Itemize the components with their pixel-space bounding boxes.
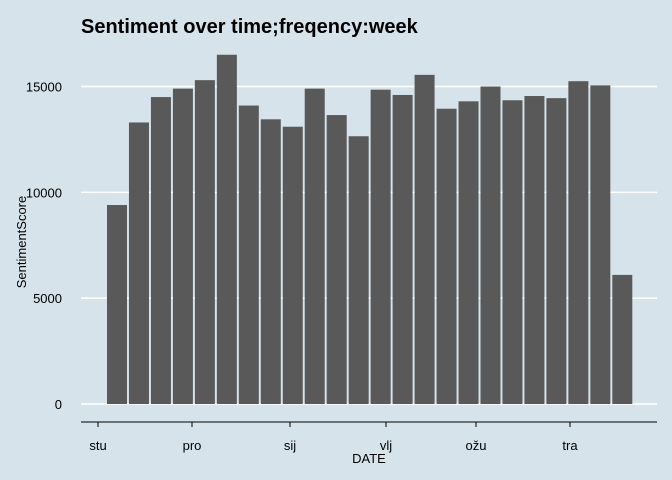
bar-10 xyxy=(326,115,347,404)
y-tick-label-1: 5000 xyxy=(33,291,62,306)
bar-9 xyxy=(304,88,325,405)
bar-17 xyxy=(480,86,501,404)
bars xyxy=(107,54,633,405)
x-tick-label-4: ožu xyxy=(466,438,487,453)
bar-1 xyxy=(128,122,149,404)
bar-22 xyxy=(590,85,611,404)
x-tick-label-0: stu xyxy=(89,438,106,453)
bar-0 xyxy=(107,205,127,404)
bar-2 xyxy=(150,97,171,404)
bar-20 xyxy=(546,98,567,404)
bar-6 xyxy=(238,105,259,405)
bar-15 xyxy=(436,108,457,404)
bar-5 xyxy=(216,54,237,404)
bar-14 xyxy=(414,74,435,405)
bar-23 xyxy=(612,274,633,404)
bar-8 xyxy=(282,126,303,404)
bar-16 xyxy=(458,101,479,404)
bar-13 xyxy=(392,94,413,404)
y-axis-title: SentimentScore xyxy=(14,196,29,289)
bar-12 xyxy=(370,89,391,405)
y-axis-ticks: 0 5000 10000 15000 xyxy=(26,80,62,413)
x-tick-label-2: sij xyxy=(284,438,296,453)
bar-11 xyxy=(348,136,369,405)
y-tick-label-3: 15000 xyxy=(26,80,62,95)
x-tick-label-3: vlj xyxy=(380,438,392,453)
bar-21 xyxy=(568,81,589,405)
bar-18 xyxy=(502,100,523,404)
bar-4 xyxy=(194,80,215,405)
bar-19 xyxy=(524,96,545,405)
chart-title: Sentiment over time;freqency:week xyxy=(81,16,418,38)
x-axis-title: DATE xyxy=(352,451,386,466)
bar-7 xyxy=(260,119,281,404)
bar-3 xyxy=(172,88,193,405)
x-tick-label-5: tra xyxy=(562,438,578,453)
y-tick-label-2: 10000 xyxy=(26,185,62,200)
x-axis-ticks: stu pro sij vlj ožu tra xyxy=(89,422,578,453)
x-tick-label-1: pro xyxy=(183,438,202,453)
y-tick-label-0: 0 xyxy=(55,397,62,412)
